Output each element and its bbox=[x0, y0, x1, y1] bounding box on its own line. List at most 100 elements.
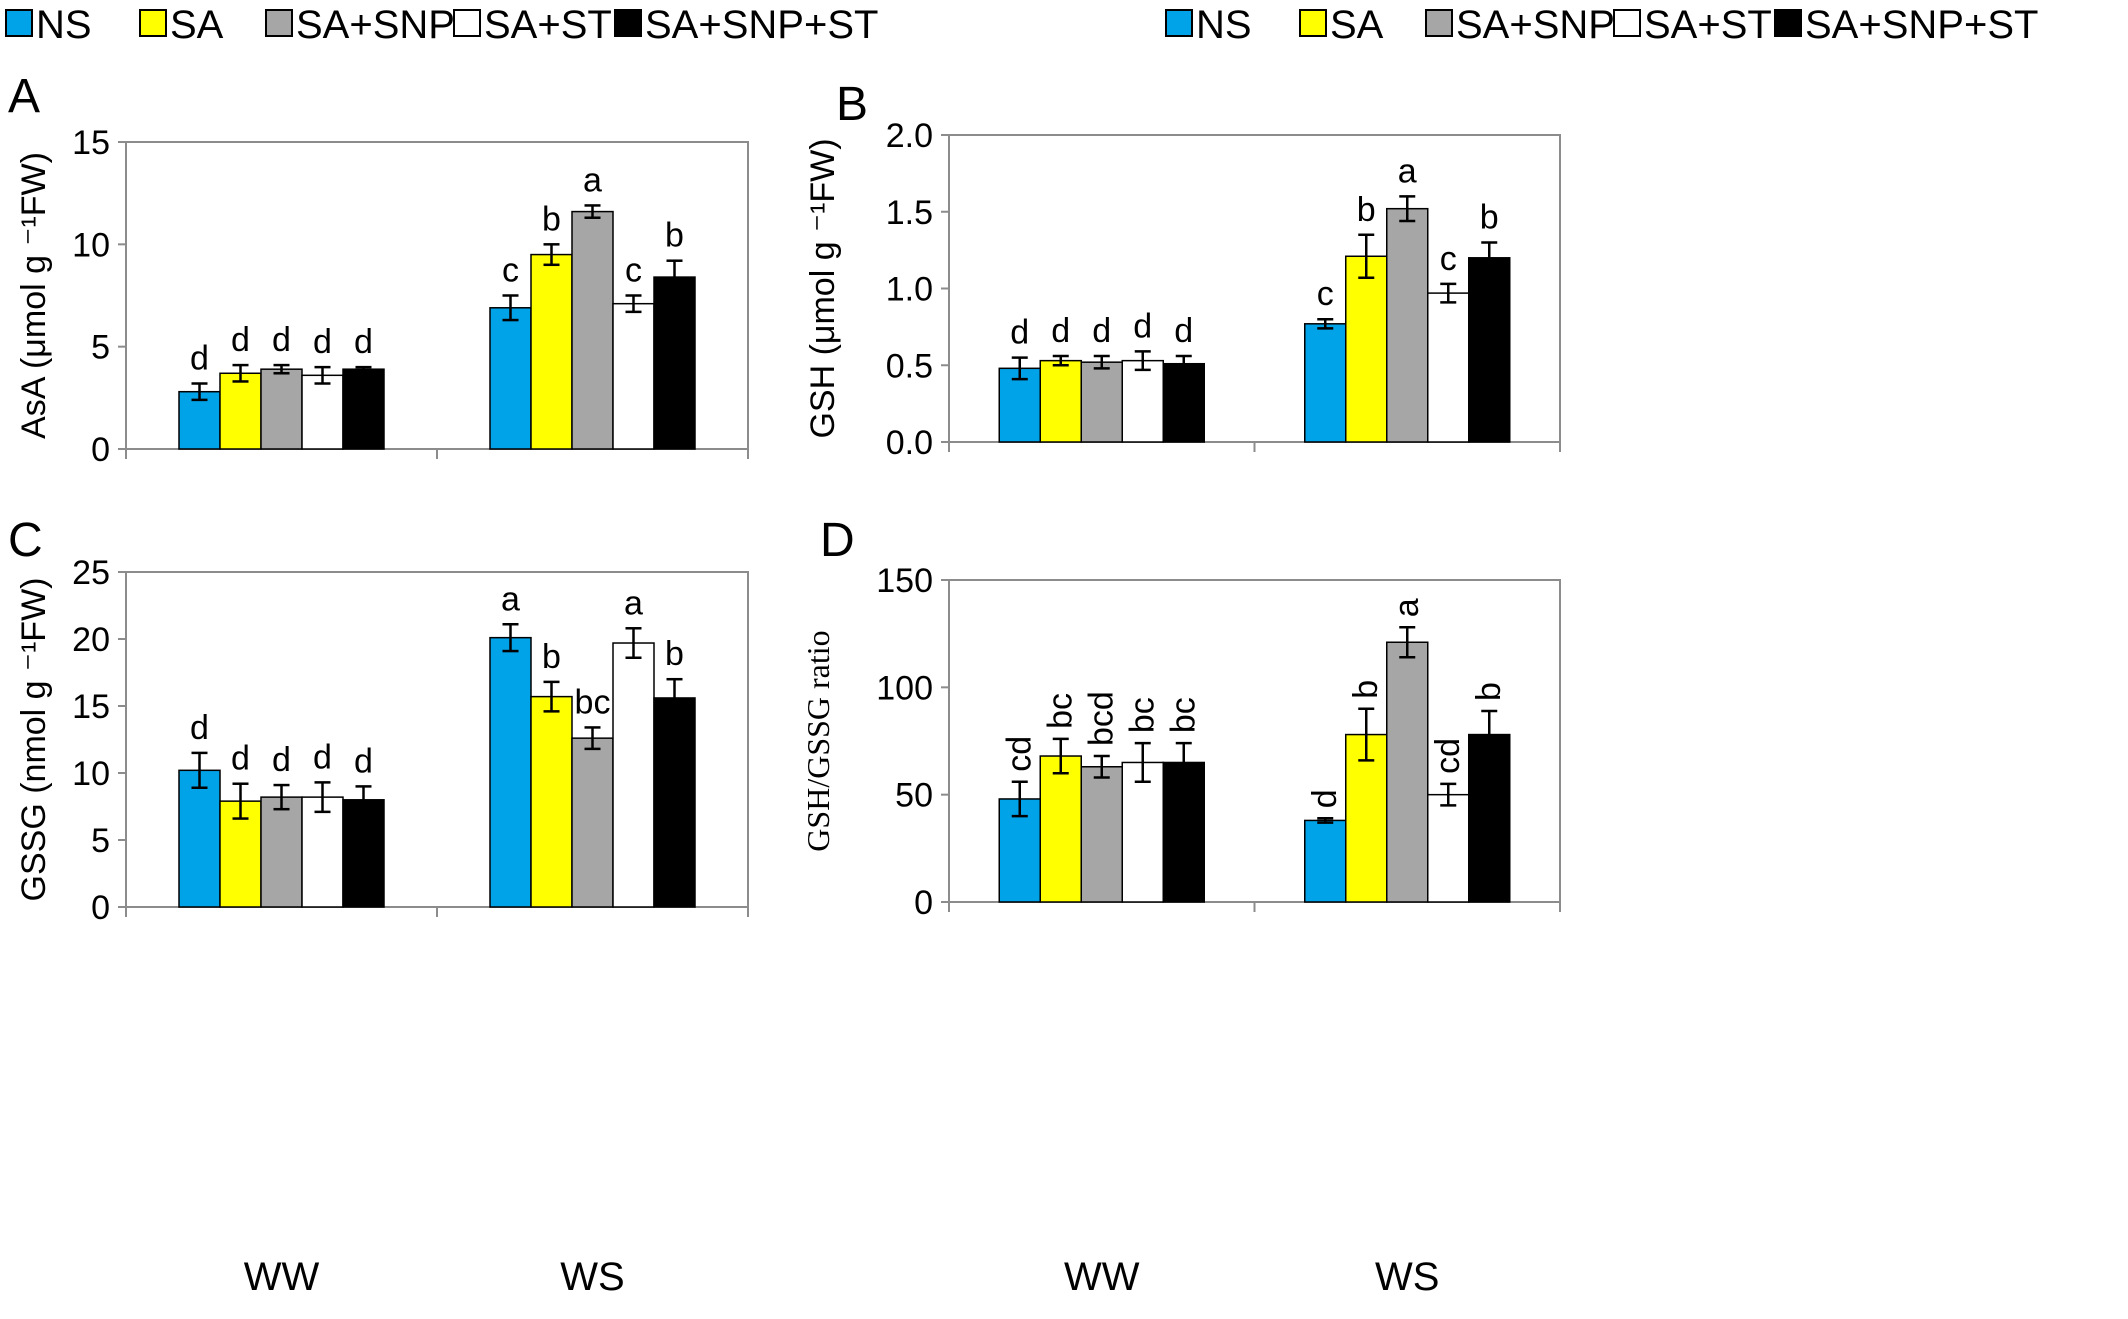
bar-sa-snp-ws bbox=[1386, 207, 1429, 443]
significance-letter: c bbox=[1317, 275, 1334, 313]
significance-letter: b bbox=[1347, 680, 1385, 699]
bar-sa-snp-st-ww bbox=[1162, 761, 1205, 903]
bar-sa-st-ww bbox=[301, 374, 344, 450]
bar-sa-st-ws bbox=[612, 302, 655, 450]
significance-letter: b bbox=[1470, 682, 1508, 701]
bar-sa-snp-ws bbox=[1386, 641, 1429, 903]
significance-letter: c bbox=[502, 252, 519, 290]
significance-letter: d bbox=[272, 321, 291, 359]
legend-label: SA+SNP+ST bbox=[1805, 3, 2038, 47]
legend-swatch bbox=[265, 9, 293, 37]
y-tick-label: 15 bbox=[72, 124, 110, 162]
bar-sa-snp-ws bbox=[571, 210, 614, 450]
category-label: WS bbox=[560, 1255, 624, 1299]
significance-letter: d bbox=[1133, 307, 1152, 345]
bar-sa-ws bbox=[530, 695, 573, 908]
panel-letter: B bbox=[836, 78, 868, 131]
y-axis-label: GSH/GSSG ratio bbox=[800, 630, 836, 851]
significance-letter: d bbox=[313, 738, 332, 776]
bar-sa-st-ws bbox=[1427, 793, 1470, 903]
bar-sa-snp-st-ww bbox=[342, 368, 385, 450]
legend-label: SA+ST bbox=[1644, 3, 1772, 47]
legend-right: NS SA SA+SNP SA+ST SA+SNP+ST bbox=[1165, 3, 2038, 47]
legend-swatch bbox=[139, 9, 167, 37]
bar-sa-ww bbox=[1039, 359, 1082, 443]
bar-ns-ws bbox=[489, 307, 532, 450]
bar-sa-snp-st-ws bbox=[1468, 733, 1511, 903]
legend-swatch bbox=[614, 9, 642, 37]
significance-letter: b bbox=[1357, 191, 1376, 229]
significance-letter: cd bbox=[1001, 736, 1039, 772]
y-tick-label: 20 bbox=[72, 621, 110, 659]
bar-sa-snp-st-ww bbox=[1162, 362, 1205, 443]
significance-letter: b bbox=[542, 200, 561, 238]
significance-letter: d bbox=[1010, 314, 1029, 352]
y-tick-label: 100 bbox=[876, 669, 933, 707]
legend-label: SA bbox=[1330, 3, 1384, 47]
bar-sa-ws bbox=[1345, 255, 1388, 443]
significance-letter: d bbox=[313, 323, 332, 361]
significance-letter: d bbox=[1306, 789, 1344, 808]
y-tick-label: 0 bbox=[914, 884, 933, 922]
y-tick-label: 1.0 bbox=[886, 271, 933, 309]
significance-letter: bcd bbox=[1083, 691, 1121, 746]
bar-sa-ww bbox=[219, 372, 262, 450]
y-axis-label: GSH (μmol g ⁻¹FW) bbox=[804, 138, 842, 438]
bar-sa-snp-st-ws bbox=[653, 697, 696, 908]
bar-sa-ww bbox=[1039, 755, 1082, 903]
significance-letter: d bbox=[1051, 312, 1070, 350]
bar-sa-snp-ww bbox=[1080, 766, 1123, 903]
y-tick-label: 1.5 bbox=[886, 194, 933, 232]
y-tick-label: 0 bbox=[91, 431, 110, 469]
significance-letter: d bbox=[272, 741, 291, 779]
bar-sa-ws bbox=[530, 253, 573, 450]
y-tick-label: 2.0 bbox=[886, 117, 933, 155]
y-tick-label: 50 bbox=[895, 777, 933, 815]
legend-swatch bbox=[1299, 9, 1327, 37]
bar-ns-ws bbox=[489, 636, 532, 908]
significance-letter: a bbox=[501, 580, 520, 618]
significance-letter: cd bbox=[1429, 738, 1467, 774]
significance-letter: a bbox=[1388, 598, 1426, 617]
significance-letter: b bbox=[1480, 198, 1499, 236]
legend-label: NS bbox=[36, 3, 92, 47]
y-axis-label: GSSG (nmol g ⁻¹FW) bbox=[15, 578, 53, 902]
y-tick-label: 0 bbox=[91, 889, 110, 927]
legend-swatch bbox=[1774, 9, 1802, 37]
bar-sa-st-ww bbox=[301, 796, 344, 908]
bar-sa-snp-st-ws bbox=[1468, 257, 1511, 443]
y-axis-label: AsA (μmol g ⁻¹FW) bbox=[15, 152, 53, 439]
legend-label: SA+ST bbox=[484, 3, 612, 47]
significance-letter: d bbox=[190, 340, 209, 378]
significance-letter: b bbox=[665, 217, 684, 255]
significance-letter: a bbox=[624, 584, 643, 622]
y-tick-label: 5 bbox=[91, 822, 110, 860]
legend-label: SA+SNP+ST bbox=[645, 3, 878, 47]
y-tick-label: 25 bbox=[72, 554, 110, 592]
significance-letter: d bbox=[190, 709, 209, 747]
significance-letter: d bbox=[1174, 312, 1193, 350]
significance-letter: d bbox=[354, 742, 373, 780]
legend-label: NS bbox=[1196, 3, 1252, 47]
legend-swatch bbox=[1165, 9, 1193, 37]
bar-sa-snp-st-ws bbox=[653, 276, 696, 450]
bar-sa-st-ws bbox=[612, 642, 655, 908]
significance-letter: d bbox=[1092, 312, 1111, 350]
legend-label: SA+SNP bbox=[1456, 3, 1615, 47]
y-tick-label: 15 bbox=[72, 688, 110, 726]
legend-label: SA+SNP bbox=[296, 3, 455, 47]
y-tick-label: 0.0 bbox=[886, 424, 933, 462]
y-tick-label: 150 bbox=[876, 562, 933, 600]
legend-swatch bbox=[453, 9, 481, 37]
bar-sa-st-ww bbox=[1121, 359, 1164, 443]
bar-sa-snp-ww bbox=[260, 368, 303, 450]
significance-letter: d bbox=[231, 740, 250, 778]
legend-swatch bbox=[1613, 9, 1641, 37]
bar-ns-ws bbox=[1304, 323, 1347, 443]
y-tick-label: 10 bbox=[72, 755, 110, 793]
legend-swatch bbox=[1425, 9, 1453, 37]
bar-ns-ww bbox=[178, 390, 221, 450]
